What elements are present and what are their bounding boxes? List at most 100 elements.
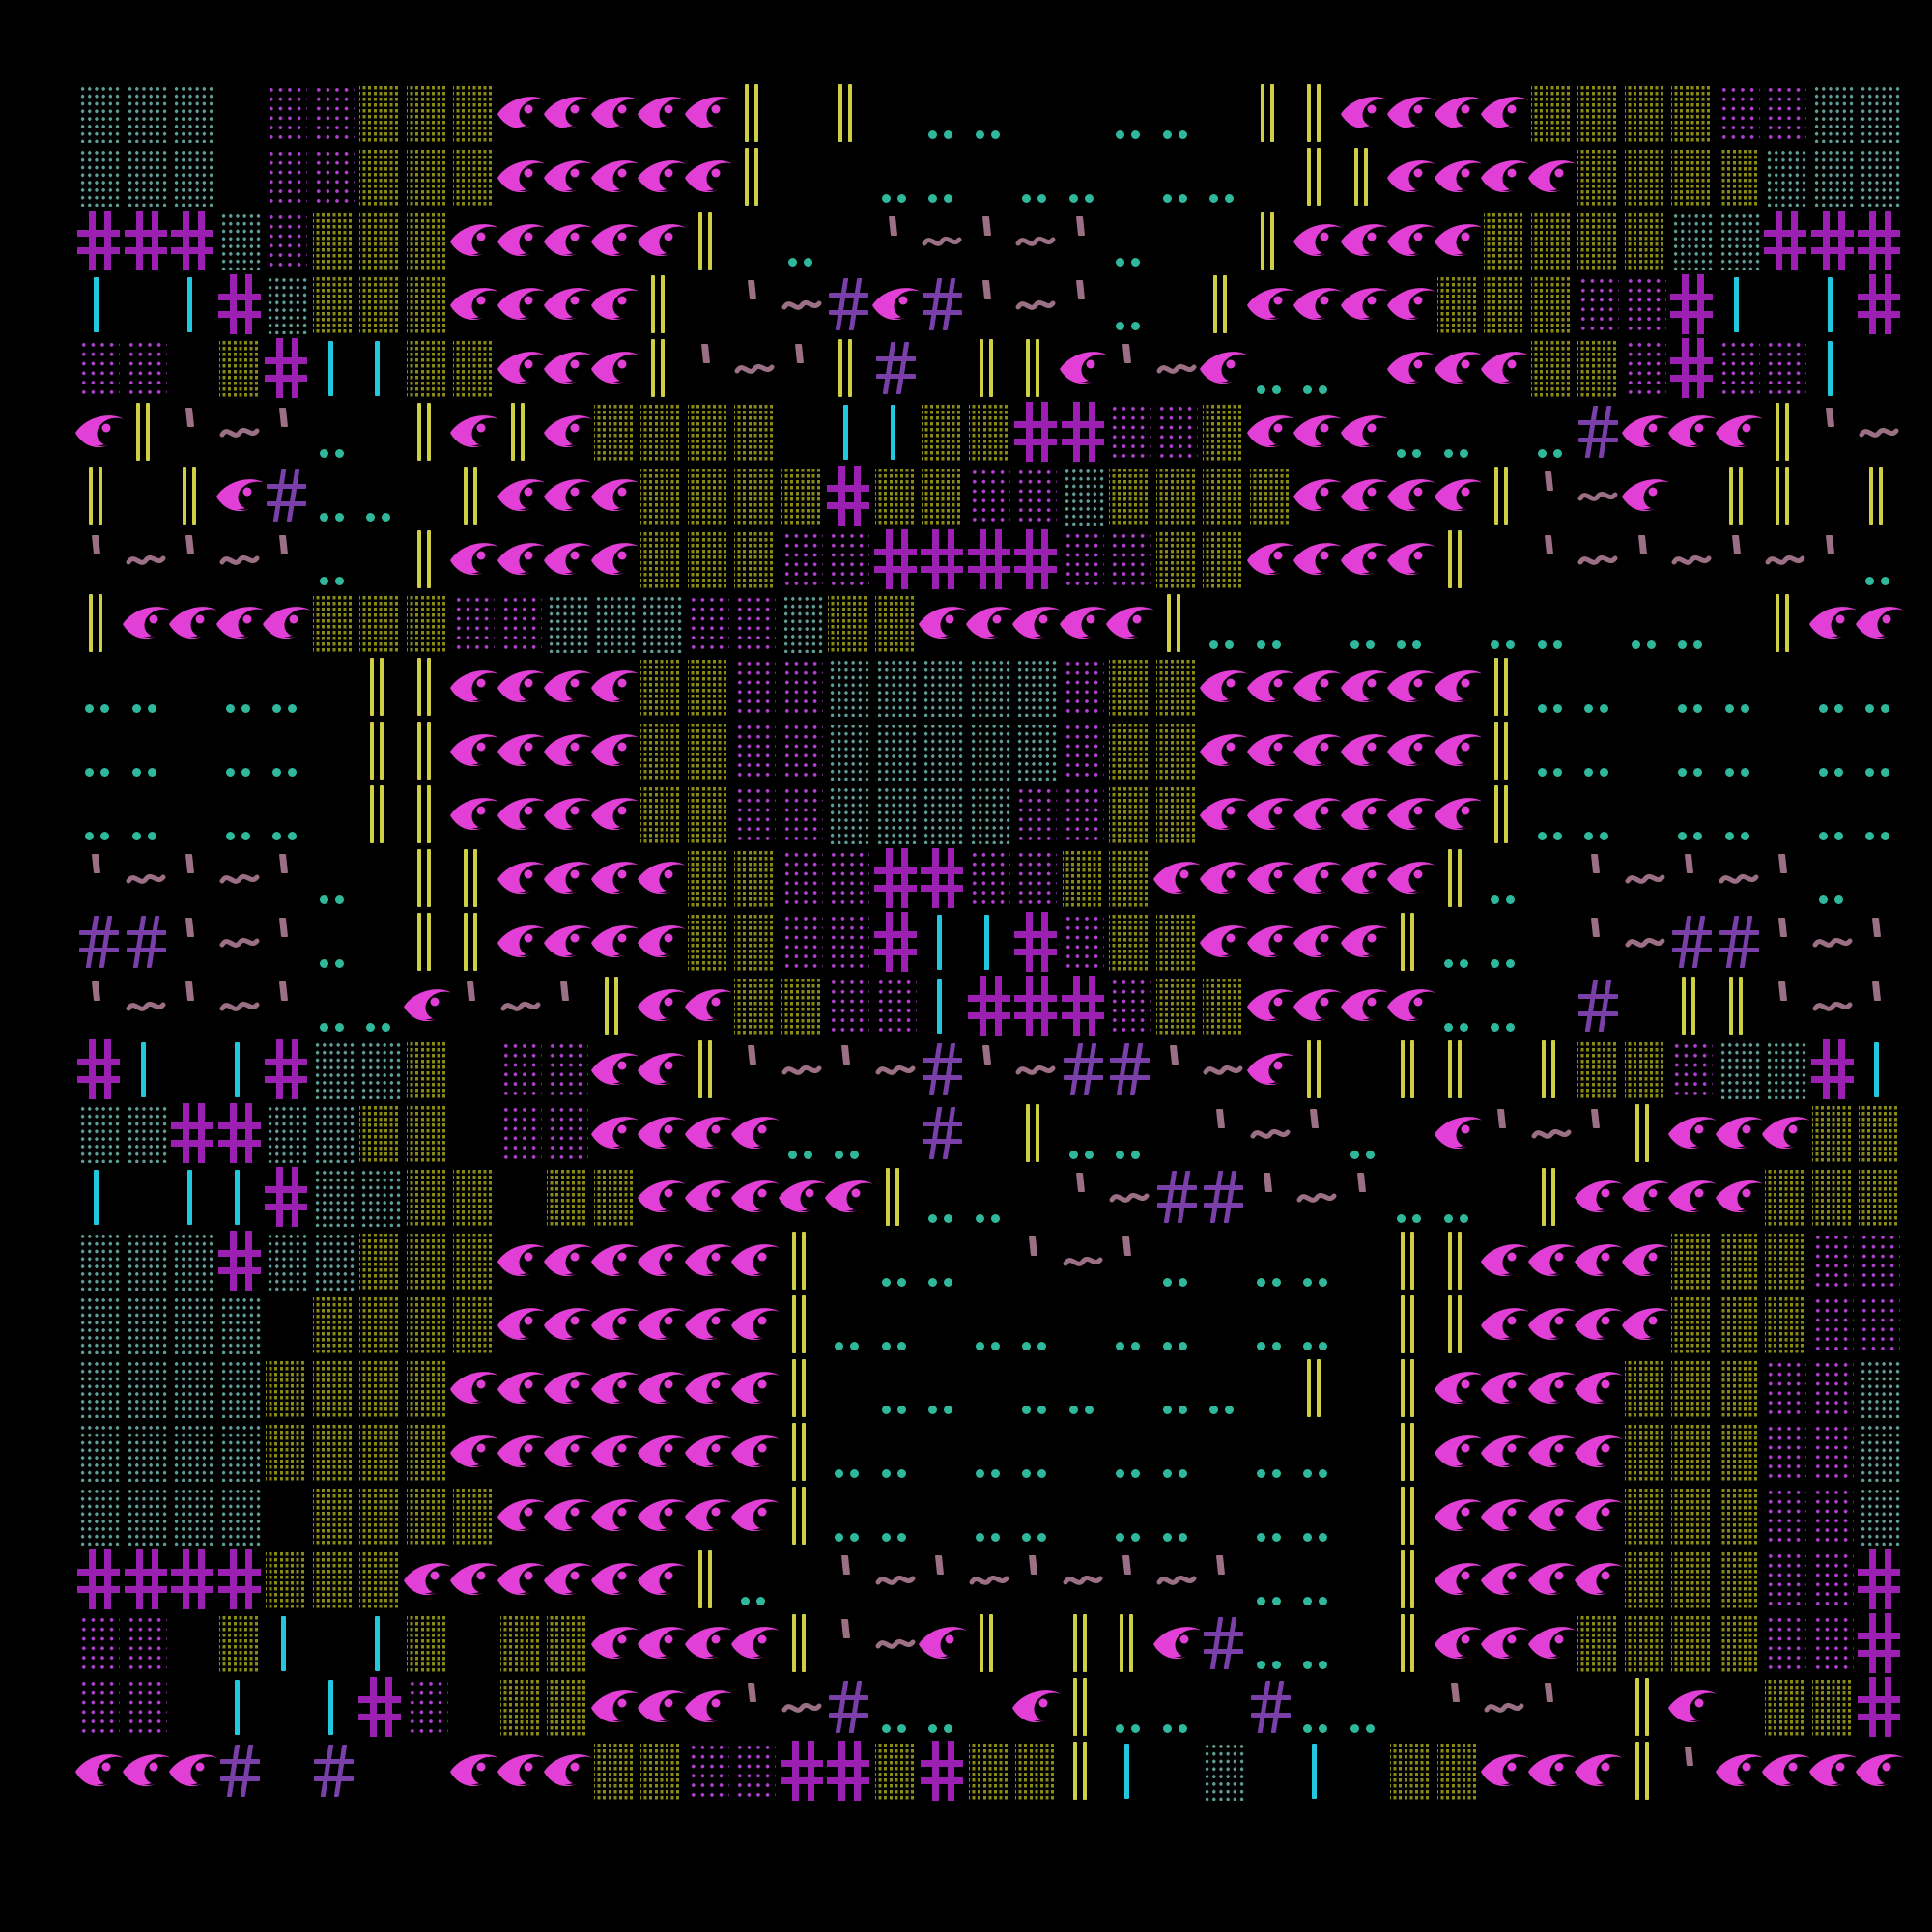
plus-icon <box>217 1103 261 1163</box>
apostrophe-icon <box>1590 1109 1601 1128</box>
olive-weave-block <box>1622 1420 1669 1484</box>
double-dot-icon <box>366 1023 393 1032</box>
eye-glyph <box>450 782 497 846</box>
eye-icon <box>1621 1235 1668 1285</box>
eye-glyph <box>1387 719 1435 782</box>
olive-weave-block <box>1577 1613 1619 1673</box>
eye-icon <box>590 342 638 392</box>
olive-weave-block <box>1109 912 1151 972</box>
double-bar-glyph <box>1435 527 1482 591</box>
plus-glyph <box>1856 272 1903 336</box>
olive-weave-block <box>1530 274 1573 334</box>
eye-icon <box>1434 151 1481 201</box>
olive-weave-block <box>216 1611 264 1675</box>
olive-weave-block <box>310 272 357 336</box>
eye-icon <box>1340 661 1387 711</box>
double-bar-glyph <box>1481 464 1528 527</box>
eye-glyph <box>1246 719 1293 782</box>
double-bar-icon <box>520 403 525 461</box>
eye-icon <box>590 1426 638 1476</box>
tilde-icon <box>1811 993 1854 1020</box>
eye-icon <box>1387 661 1435 711</box>
olive-weave-block <box>919 400 966 464</box>
double-bar-glyph <box>1012 1101 1060 1165</box>
double-bar-glyph <box>779 1420 826 1484</box>
eye-icon <box>450 278 497 328</box>
olive-weave-block <box>593 1167 636 1227</box>
double-bar-glyph <box>1293 81 1341 145</box>
single-bar-icon <box>375 341 380 396</box>
eye-icon <box>544 406 591 456</box>
tilde-glyph <box>731 336 779 400</box>
tilde-icon <box>1530 1121 1573 1148</box>
olive-weave-block <box>685 782 732 846</box>
apostrophe-glyph <box>872 209 920 272</box>
eye-glyph <box>1481 1484 1528 1548</box>
apostrophe-glyph <box>263 527 310 591</box>
purple-dot-block <box>1811 1486 1854 1546</box>
eye-glyph <box>1012 1675 1060 1739</box>
empty-cell <box>356 846 404 910</box>
eye-glyph <box>1293 272 1341 336</box>
double-dot-glyph <box>1481 910 1528 974</box>
teal-dot-block <box>216 1293 264 1356</box>
eye-icon <box>1575 1171 1622 1221</box>
double-dot-glyph <box>1247 1229 1294 1293</box>
single-bar-icon <box>234 1680 240 1735</box>
purple-dot-block <box>1765 1358 1806 1418</box>
tilde-glyph <box>872 1037 920 1101</box>
single-bar-glyph <box>123 1037 170 1101</box>
teal-dot-block <box>310 1101 357 1165</box>
double-dot-icon <box>1068 1151 1096 1159</box>
tilde-icon <box>1202 1057 1244 1084</box>
double-dot-icon <box>928 1724 955 1733</box>
plus-glyph <box>263 1165 310 1229</box>
eye-icon <box>450 661 497 711</box>
double-dot-icon <box>975 1469 1003 1478</box>
double-bar-icon <box>1036 1104 1039 1162</box>
eye-glyph <box>1527 1420 1575 1484</box>
teal-dot-block <box>874 784 917 844</box>
olive-weave-block <box>1622 81 1669 145</box>
apostrophe-glyph <box>1106 1548 1153 1611</box>
eye-icon <box>1340 469 1387 520</box>
single-bar-glyph <box>216 1165 264 1229</box>
olive-weave-block <box>356 81 404 145</box>
double-bar-icon <box>135 403 140 461</box>
teal-dot-block <box>547 593 588 653</box>
double-dot-icon <box>319 1023 347 1032</box>
teal-dot-block <box>169 1293 216 1356</box>
empty-cell <box>919 1484 966 1548</box>
double-bar-icon <box>1494 785 1498 843</box>
apostrophe-glyph <box>1575 910 1622 974</box>
eye-icon <box>169 1745 216 1795</box>
double-dot-icon <box>975 1533 1003 1542</box>
double-dot-glyph <box>1153 81 1201 145</box>
double-bar-icon <box>791 1423 796 1481</box>
double-bar-icon <box>1504 722 1508 780</box>
teal-dot-block <box>919 655 966 719</box>
teal-dot-block <box>922 784 963 844</box>
apostrophe-icon <box>185 918 195 937</box>
eye-icon <box>1715 1171 1762 1221</box>
empty-cell <box>872 1101 920 1165</box>
eye-glyph <box>544 1293 591 1356</box>
olive-weave-block <box>1106 719 1153 782</box>
apostrophe-glyph <box>75 527 123 591</box>
tilde-glyph <box>1575 527 1622 591</box>
empty-cell <box>450 1675 497 1739</box>
eye-glyph <box>1481 1229 1528 1293</box>
teal-dot-block <box>1856 145 1903 209</box>
eye-glyph <box>544 400 591 464</box>
eye-icon <box>1434 1107 1481 1157</box>
olive-weave-block <box>1856 1165 1903 1229</box>
double-bar-glyph <box>1387 1229 1435 1293</box>
double-dot-glyph <box>1387 591 1435 655</box>
olive-weave-block <box>356 1420 404 1484</box>
eye-glyph <box>1293 527 1341 591</box>
eye-icon <box>590 724 638 775</box>
hash-glyph <box>1575 974 1622 1037</box>
double-dot-icon <box>1303 1724 1330 1733</box>
eye-glyph <box>590 527 638 591</box>
olive-weave-block <box>638 782 685 846</box>
